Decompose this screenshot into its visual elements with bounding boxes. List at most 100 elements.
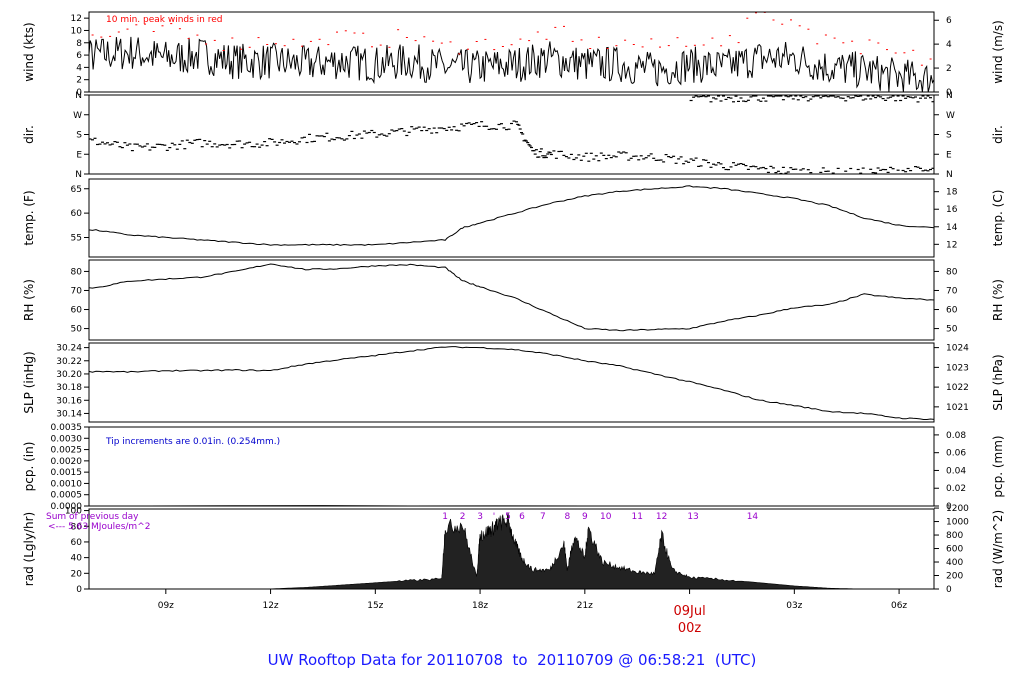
wind-dir-mark [594,155,598,157]
wind-dir-mark [108,144,112,146]
wind-dir-mark [879,169,883,171]
peak-wind-mark [388,46,391,48]
wind-dir-mark [427,128,431,130]
wind-dir-mark [906,167,910,170]
wind-dir-mark [781,166,785,168]
wind-dir-mark [674,162,678,164]
wind-line [89,36,934,92]
left-tick-label: 6 [76,51,82,61]
wind-dir-mark [541,155,545,157]
wind-dir-mark [644,157,648,159]
peak-wind-mark [152,31,155,32]
left-tick-label: 12 [71,14,82,24]
left-tick-label: 65 [71,185,82,195]
wind-dir-mark [604,158,608,160]
wind-dir-mark [746,99,750,101]
wind-dir-mark [714,98,718,100]
peak-wind-mark [571,40,574,42]
wind-dir-mark [689,158,693,160]
rh-line [89,263,934,332]
left-tick-label: 30.24 [56,344,82,354]
wind-dir-mark [761,166,765,169]
wind-dir-mark [751,95,755,97]
panel-slp: 30.14 30.16 30.18 30.20 30.22 30.24 1021 1022 10… [22,342,1005,423]
wind-dir-mark [667,156,671,158]
right-tick-label: 800 [946,531,963,541]
wind-dir-mark [74,142,77,143]
wind-dir-mark [881,98,885,100]
peak-wind-mark [240,48,242,50]
wind-dir-mark [528,145,532,147]
wind-dir-mark [539,148,543,150]
peak-wind-mark [266,44,269,45]
wind-dir-mark [821,95,825,97]
right-tick-label: 16 [946,205,958,215]
wind-dir-mark [742,100,745,102]
peak-wind-mark [231,37,234,39]
wind-dir-mark [729,166,733,168]
wind-dir-mark [537,156,541,158]
peak-wind-mark [624,39,627,41]
wind-dir-mark [325,132,329,134]
wind-dir-mark [572,158,576,161]
wind-dir-mark [609,157,613,159]
wind-dir-mark [791,168,795,170]
wind-dir-mark [916,166,920,168]
wind-dir-mark [295,143,299,145]
wind-dir-mark [771,167,775,169]
wind-dir-mark [91,139,94,141]
wind-dir-mark [854,95,858,97]
peak-wind-mark [536,31,539,33]
left-axis-label: RH (%) [22,279,36,321]
peak-wind-mark [144,23,146,25]
time-tick-label: 03z [786,601,802,611]
wind-dir-mark [64,143,67,144]
panel-rh: 50 60 70 80 50 60 70 80 RH (%) RH (%) [22,259,1005,341]
wind-dir-mark [861,167,865,169]
peak-wind-mark [528,40,531,42]
cloud-mark-label: 5 [505,512,511,522]
wind-dir-mark [766,171,770,173]
wind-dir-mark [599,152,603,154]
wind-dir-mark [263,141,267,143]
wind-dir-mark [679,156,683,158]
right-tick-label: N [946,170,953,180]
peak-wind-mark [510,44,513,46]
left-tick-label: 0 [76,88,82,98]
wind-dir-mark [123,142,127,144]
wind-dir-mark [756,168,760,170]
left-tick-label: 30.14 [56,409,82,419]
wind-dir-mark [789,95,793,97]
wind-dir-mark [719,100,723,102]
peak-wind-mark [353,32,356,34]
wind-dir-mark [61,142,64,143]
peak-wind-mark [213,39,216,41]
wind-dir-mark [876,95,880,97]
wind-dir-mark [452,126,456,128]
right-tick-label: 1023 [946,363,969,373]
wind-dir-mark [874,97,878,99]
peak-wind-mark [484,38,487,40]
time-tick-label: 21z [577,601,593,611]
peak-wind-mark [467,48,469,50]
wind-dir-mark [816,95,820,97]
left-tick-label: S [76,131,82,141]
right-axis-label: wind (m/s) [991,20,1005,84]
wind-dir-mark [732,162,735,164]
peak-wind-mark [589,48,592,49]
panel-frame [88,342,935,423]
wind-dir-mark [786,96,790,98]
wind-dir-mark [96,143,99,146]
peak-wind-mark [519,38,522,40]
wind-dir-mark [548,152,552,154]
wind-dir-mark [567,157,571,159]
peak-wind-mark [807,28,810,30]
wind-dir-mark [724,168,728,171]
wind-dir-mark [864,98,868,100]
peak-wind-mark [205,43,208,45]
cloud-mark-label: 14 [747,512,759,522]
wind-dir-mark [148,149,152,151]
wind-dir-mark [445,129,449,131]
wind-dir-mark [400,128,404,130]
wind-dir-mark [467,122,471,124]
